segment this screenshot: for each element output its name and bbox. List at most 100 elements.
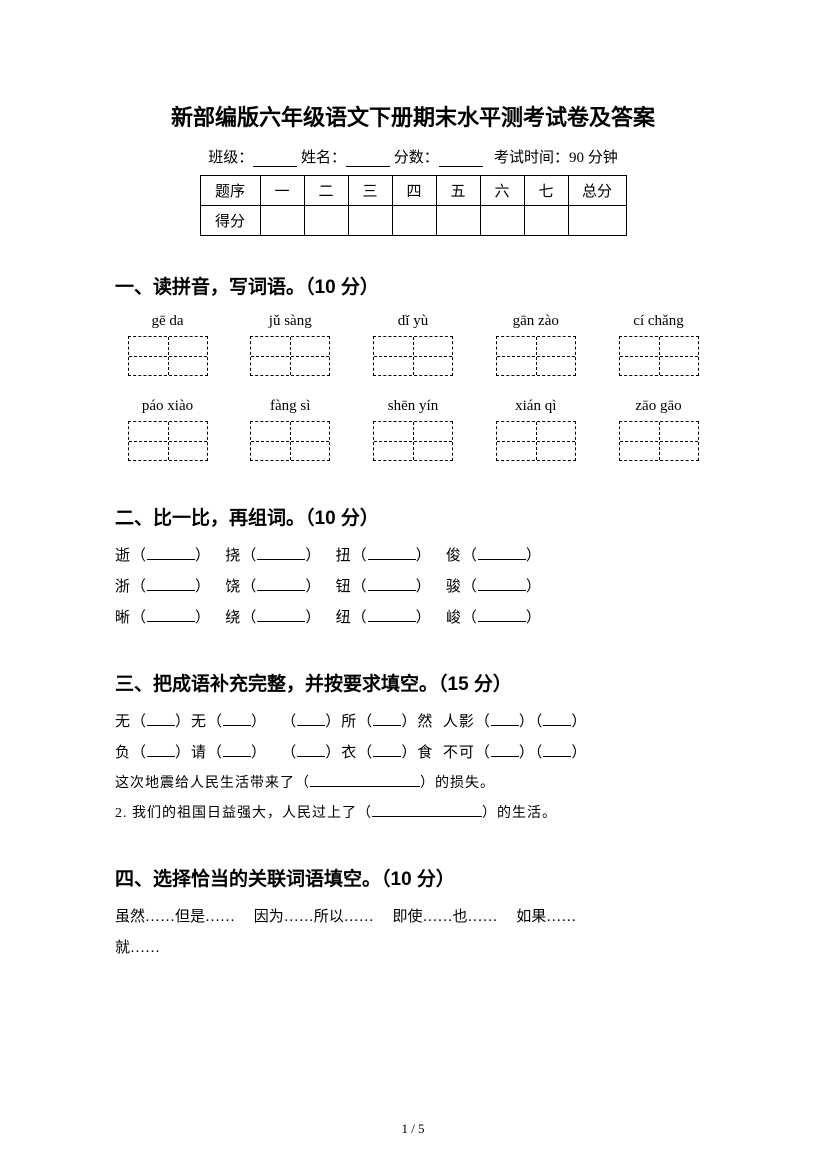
pinyin-item: gē da	[115, 313, 220, 330]
score-cell	[436, 206, 480, 236]
class-blank	[253, 153, 297, 167]
char: 峻	[446, 610, 462, 626]
char-box	[373, 421, 453, 461]
pinyin-item: jǔ sàng	[238, 313, 343, 330]
pinyin-item: shēn yín	[361, 398, 466, 415]
score-cell	[524, 206, 568, 236]
char: 浙	[115, 579, 131, 595]
pinyin-item: cí chǎng	[606, 313, 711, 330]
class-label: 班级：	[208, 150, 253, 166]
sentence-line: 这次地震给人民生活带来了（ ）的损失。	[115, 772, 711, 792]
char: 晰	[115, 610, 131, 626]
char: 扭	[336, 548, 352, 564]
char: 逝	[115, 548, 131, 564]
score-cell	[260, 206, 304, 236]
char-box	[496, 421, 576, 461]
score-blank	[439, 153, 483, 167]
section2-title: 二、比一比，再组词。（10 分）	[115, 503, 711, 530]
section1-title: 一、读拼音，写词语。（10 分）	[115, 272, 711, 299]
score-col: 一	[260, 176, 304, 206]
char-box	[619, 421, 699, 461]
pinyin-row: páo xiào fàng sì shēn yín xián qì zāo gā…	[115, 398, 711, 415]
pinyin-item: zāo gāo	[606, 398, 711, 415]
char-box	[496, 336, 576, 376]
pinyin-item: páo xiào	[115, 398, 220, 415]
section4-title: 四、选择恰当的关联词语填空。（10 分）	[115, 864, 711, 891]
header-info: 班级： 姓名： 分数： 考试时间：90 分钟	[115, 146, 711, 167]
score-label: 分数：	[394, 150, 439, 166]
word-blank	[478, 546, 526, 560]
idiom-blank	[147, 743, 175, 757]
char-box-row	[115, 336, 711, 376]
word-blank	[478, 608, 526, 622]
score-cell	[568, 206, 626, 236]
word-blank	[257, 608, 305, 622]
score-cell	[392, 206, 436, 236]
idiom-blank	[297, 743, 325, 757]
word-blank	[147, 546, 195, 560]
score-col: 七	[524, 176, 568, 206]
score-col: 四	[392, 176, 436, 206]
score-total: 总分	[568, 176, 626, 206]
pinyin-item: dǐ yù	[361, 313, 466, 330]
idiom-line: 无（）无（） （）所（）然 人影（）（）	[115, 710, 711, 731]
idiom-line: 负（）请（） （）衣（）食 不可（）（）	[115, 741, 711, 762]
compare-line: 逝（） 挠（） 扭（） 俊（）	[115, 544, 711, 565]
idiom-blank	[297, 712, 325, 726]
char-box	[250, 336, 330, 376]
score-table: 题序 一 二 三 四 五 六 七 总分 得分	[200, 175, 627, 236]
pinyin-item: gān zào	[483, 313, 588, 330]
sentence-blank	[310, 773, 420, 787]
idiom-blank	[543, 712, 571, 726]
sentence-blank	[372, 803, 482, 817]
text: 2. 我们的祖国日益强大，人民过上了（	[115, 806, 372, 821]
char-box	[373, 336, 453, 376]
score-cell	[480, 206, 524, 236]
char: 纽	[336, 610, 352, 626]
score-cell	[304, 206, 348, 236]
option: 即使……也……	[393, 909, 498, 925]
score-table-row-label: 得分	[200, 206, 260, 236]
text: ）的生活。	[482, 806, 557, 821]
option: 虽然……但是……	[115, 909, 235, 925]
compare-line: 浙（） 饶（） 钮（） 骏（）	[115, 575, 711, 596]
word-blank	[147, 577, 195, 591]
char: 绕	[225, 610, 241, 626]
text: ）的损失。	[420, 776, 495, 791]
pinyin-row: gē da jǔ sàng dǐ yù gān zào cí chǎng	[115, 313, 711, 330]
score-col: 二	[304, 176, 348, 206]
char-box	[250, 421, 330, 461]
pinyin-item: fàng sì	[238, 398, 343, 415]
name-blank	[346, 153, 390, 167]
conjunction-tail: 就……	[115, 936, 711, 957]
doc-title: 新部编版六年级语文下册期末水平测考试卷及答案	[115, 100, 711, 132]
word-blank	[257, 546, 305, 560]
idiom-blank	[491, 743, 519, 757]
idiom-blank	[543, 743, 571, 757]
compare-line: 晰（） 绕（） 纽（） 峻（）	[115, 606, 711, 627]
exam-time: 考试时间：90 分钟	[494, 150, 618, 166]
idiom-blank	[491, 712, 519, 726]
score-col: 五	[436, 176, 480, 206]
word-blank	[147, 608, 195, 622]
option: 因为……所以……	[254, 909, 374, 925]
score-cell	[348, 206, 392, 236]
char-box	[128, 421, 208, 461]
score-col: 三	[348, 176, 392, 206]
char: 俊	[446, 548, 462, 564]
word-blank	[257, 577, 305, 591]
char-box-row	[115, 421, 711, 461]
word-blank	[478, 577, 526, 591]
idiom-blank	[373, 743, 401, 757]
word-blank	[368, 546, 416, 560]
option: 如果……	[516, 909, 576, 925]
score-col: 六	[480, 176, 524, 206]
word-blank	[368, 608, 416, 622]
char: 钮	[336, 579, 352, 595]
text: 这次地震给人民生活带来了（	[115, 776, 310, 791]
conjunction-options: 虽然……但是…… 因为……所以…… 即使……也…… 如果……	[115, 905, 711, 926]
idiom-blank	[373, 712, 401, 726]
char: 骏	[446, 579, 462, 595]
word-blank	[368, 577, 416, 591]
idiom-blank	[223, 743, 251, 757]
